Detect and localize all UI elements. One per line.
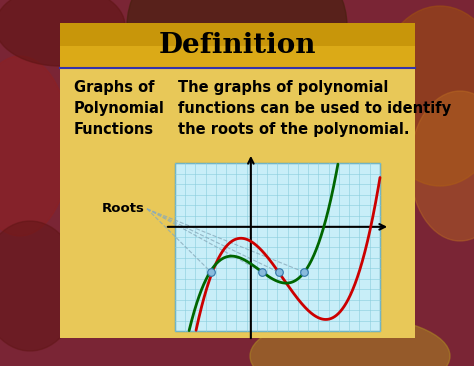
Ellipse shape xyxy=(375,6,474,186)
Bar xyxy=(60,23,415,68)
Ellipse shape xyxy=(127,0,347,116)
Text: The graphs of polynomial
functions can be used to identify
the roots of the poly: The graphs of polynomial functions can b… xyxy=(178,80,451,137)
Bar xyxy=(175,163,380,331)
Text: Definition: Definition xyxy=(159,32,316,59)
Ellipse shape xyxy=(410,91,474,241)
Ellipse shape xyxy=(0,0,125,66)
Text: Graphs of
Polynomial
Functions: Graphs of Polynomial Functions xyxy=(74,80,165,137)
Ellipse shape xyxy=(250,316,450,366)
Ellipse shape xyxy=(0,56,70,236)
Ellipse shape xyxy=(0,221,80,351)
Bar xyxy=(60,45,415,68)
Bar xyxy=(60,23,415,338)
Text: Roots: Roots xyxy=(102,202,145,215)
